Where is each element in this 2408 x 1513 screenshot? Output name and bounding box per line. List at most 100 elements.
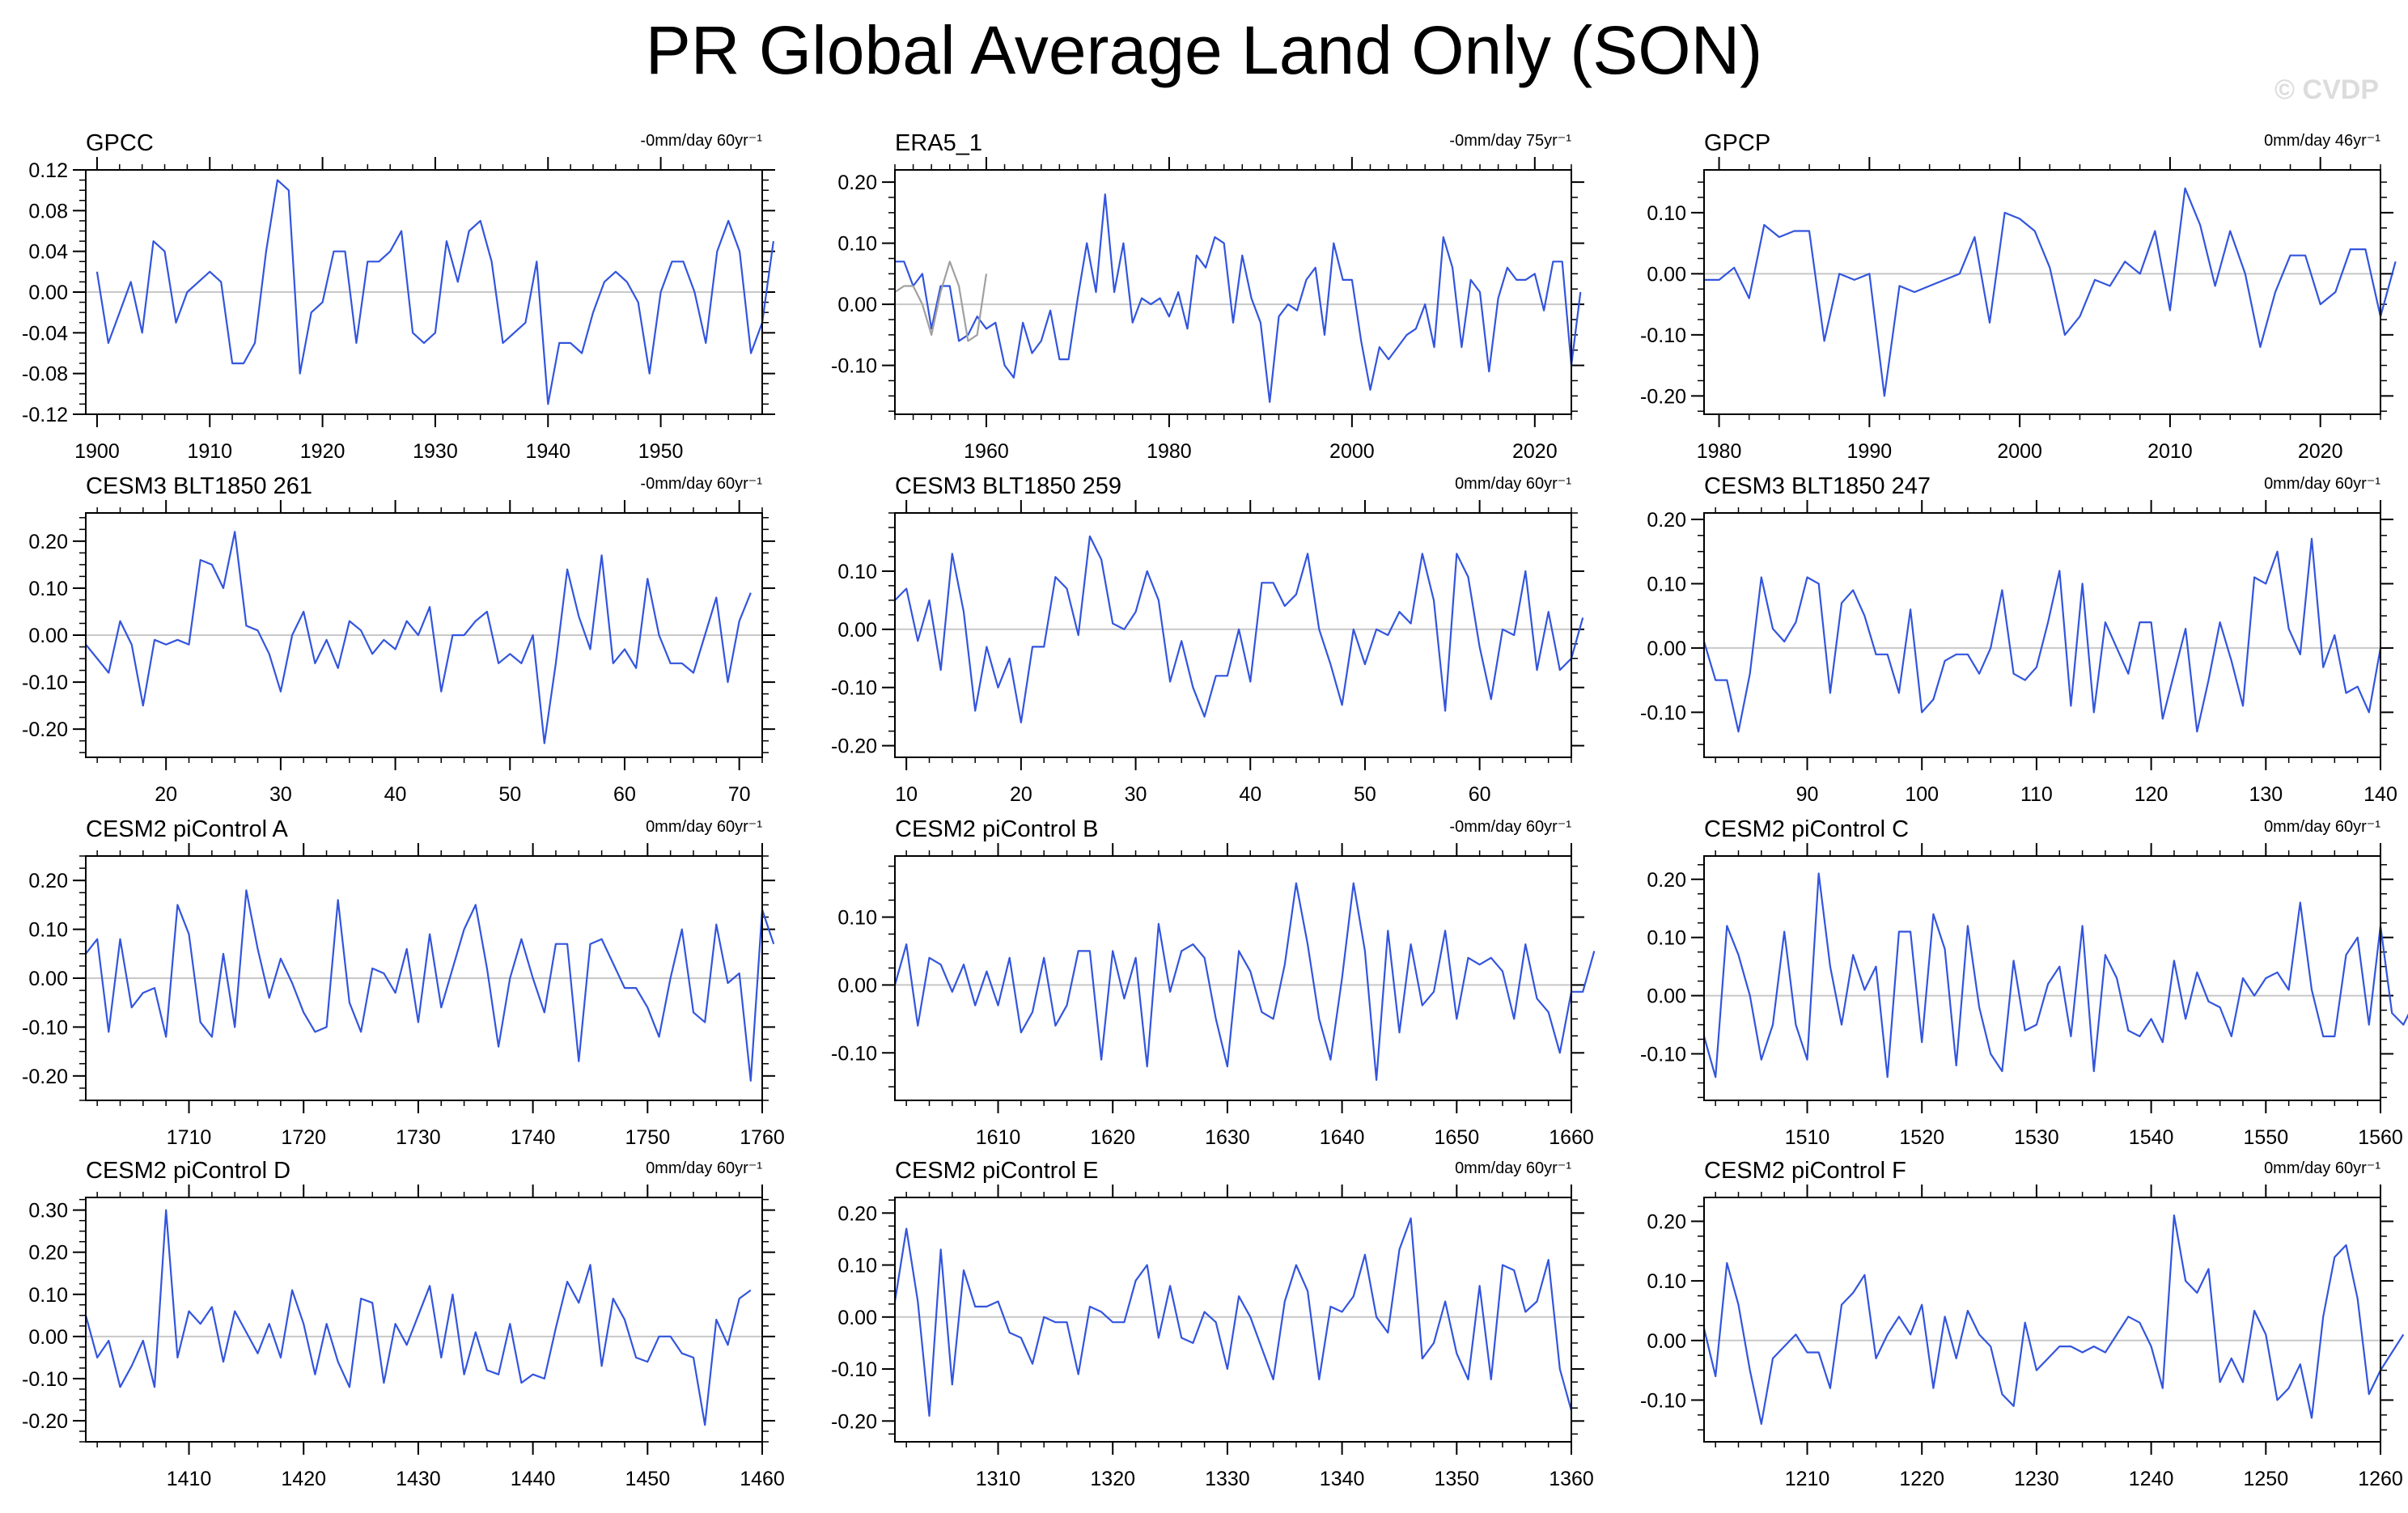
x-tick-label: 1320 <box>1090 1468 1135 1490</box>
x-tick-label: 2000 <box>1997 440 2042 463</box>
y-tick-label: 0.04 <box>28 241 68 264</box>
x-tick-label: 130 <box>2249 783 2283 806</box>
y-tick-label: 0.20 <box>837 1202 877 1225</box>
panel-8: -0.10 0.00 0.10 0.20 1510 1520 1530 1540 1550 156… <box>1640 816 2408 1149</box>
y-tick-label: 0.10 <box>837 907 877 930</box>
x-tick-label: 1740 <box>511 1126 556 1149</box>
y-tick-label: 0.20 <box>837 172 877 194</box>
y-tick-label: 0.00 <box>28 968 68 990</box>
trend-label: 0mm/day 60yr⁻¹ <box>646 1159 762 1177</box>
x-tick-label: 1310 <box>976 1468 1021 1490</box>
x-tick-label: 1640 <box>1320 1126 1365 1149</box>
x-tick-label: 90 <box>1796 783 1819 806</box>
figure-title: PR Global Average Land Only (SON) <box>645 12 1763 88</box>
y-tick-label: -0.10 <box>1640 701 1686 724</box>
plot-frame <box>894 855 1572 1101</box>
y-tick-label: 0.00 <box>28 1326 68 1349</box>
series-line-0 <box>84 1209 752 1426</box>
x-tick-label: 2010 <box>2147 440 2193 463</box>
x-tick-label: 2000 <box>1329 440 1375 463</box>
trend-label: 0mm/day 60yr⁻¹ <box>2264 818 2380 836</box>
y-tick-label: 0.00 <box>1647 638 1686 660</box>
plot-frame <box>894 169 1572 415</box>
x-tick-label: 50 <box>498 783 521 806</box>
x-tick-label: 100 <box>1905 783 1939 806</box>
series-line-0 <box>893 1217 1573 1418</box>
y-tick-label: 0.00 <box>837 619 877 642</box>
x-tick-label: 1210 <box>1785 1468 1830 1490</box>
y-tick-label: 0.20 <box>1647 1210 1686 1233</box>
y-tick-label: -0.20 <box>22 718 68 741</box>
x-tick-label: 1510 <box>1785 1126 1830 1149</box>
y-tick-label: 0.00 <box>28 625 68 647</box>
panel-6: -0.20 -0.10 0.00 0.10 0.20 1710 1720 1730 1740 17… <box>22 816 785 1149</box>
y-tick-label: -0.10 <box>1640 1043 1686 1066</box>
y-tick-label: 0.20 <box>28 531 68 553</box>
y-tick-label: 0.10 <box>28 1284 68 1307</box>
panel-3: -0.20 -0.10 0.00 0.10 0.20 20 30 40 50 60 70 CESM3 … <box>22 473 775 806</box>
x-tick-label: 10 <box>895 783 918 806</box>
y-tick-label: 0.00 <box>1647 1330 1686 1353</box>
x-tick-label: 1460 <box>740 1468 785 1490</box>
x-tick-label: 30 <box>269 783 292 806</box>
panel-title: CESM3 BLT1850 247 <box>1704 473 1931 499</box>
panel-7: -0.10 0.00 0.10 1610 1620 1630 1640 1650 1660 CES… <box>831 816 1596 1149</box>
plot-frame <box>894 512 1572 758</box>
y-tick-label: -0.12 <box>22 404 68 426</box>
y-tick-label: 0.00 <box>837 974 877 997</box>
y-tick-label: 0.00 <box>837 294 877 316</box>
y-tick-label: 0.20 <box>1647 869 1686 892</box>
y-tick-label: 0.20 <box>28 870 68 892</box>
y-tick-label: 0.10 <box>837 233 877 256</box>
trend-label: 0mm/day 46yr⁻¹ <box>2264 132 2380 150</box>
y-tick-label: -0.08 <box>22 363 68 386</box>
trend-label: -0mm/day 60yr⁻¹ <box>1449 818 1571 836</box>
x-tick-label: 1430 <box>396 1468 441 1490</box>
series-line-0 <box>95 179 774 405</box>
plot-frame <box>85 169 763 415</box>
plot-frame <box>894 1197 1572 1443</box>
y-tick-label: -0.10 <box>22 1016 68 1039</box>
x-tick-label: 2020 <box>1512 440 1558 463</box>
y-tick-label: 0.20 <box>28 1242 68 1265</box>
panel-9: -0.20 -0.10 0.00 0.10 0.20 0.30 1410 1420 1430 14… <box>22 1158 785 1490</box>
x-tick-label: 40 <box>384 783 407 806</box>
y-tick-label: -0.10 <box>1640 1389 1686 1412</box>
y-tick-label: 0.10 <box>1647 202 1686 225</box>
trend-label: 0mm/day 60yr⁻¹ <box>646 818 762 836</box>
panel-title: CESM2 piControl B <box>895 816 1098 842</box>
y-tick-label: 0.10 <box>1647 1270 1686 1293</box>
x-tick-label: 1980 <box>1697 440 1742 463</box>
panel-4: -0.20 -0.10 0.00 0.10 10 20 30 40 50 60 CESM3 BLT1… <box>831 473 1584 806</box>
x-tick-label: 1420 <box>281 1468 326 1490</box>
x-tick-label: 1250 <box>2243 1468 2288 1490</box>
x-tick-label: 60 <box>613 783 636 806</box>
plot-frame <box>85 1197 763 1443</box>
panel-title: CESM3 BLT1850 261 <box>86 473 312 499</box>
y-tick-label: -0.20 <box>22 1066 68 1088</box>
x-tick-label: 1660 <box>1549 1126 1594 1149</box>
plot-frame <box>1703 169 2381 415</box>
y-tick-label: 0.10 <box>28 919 68 942</box>
x-tick-label: 1720 <box>281 1126 326 1149</box>
x-tick-label: 1230 <box>2014 1468 2059 1490</box>
y-tick-label: 0.12 <box>28 159 68 182</box>
x-tick-label: 1440 <box>511 1468 556 1490</box>
x-tick-label: 1980 <box>1147 440 1192 463</box>
x-tick-label: 1540 <box>2129 1126 2174 1149</box>
x-tick-label: 1610 <box>976 1126 1021 1149</box>
panel-title: GPCP <box>1704 130 1770 156</box>
panel-1: -0.10 0.00 0.10 0.20 1960 1980 2000 2020 ERA5_1 -… <box>831 130 1584 463</box>
series-line-0 <box>893 882 1596 1081</box>
y-tick-label: 0.10 <box>28 578 68 600</box>
y-tick-label: 0.10 <box>837 1255 877 1278</box>
x-tick-label: 1730 <box>396 1126 441 1149</box>
x-tick-label: 1940 <box>525 440 570 463</box>
y-tick-label: -0.10 <box>831 677 877 700</box>
x-tick-label: 1520 <box>1899 1126 1944 1149</box>
x-tick-label: 1760 <box>740 1126 785 1149</box>
series-line-0 <box>1702 1214 2405 1426</box>
trend-label: 0mm/day 60yr⁻¹ <box>2264 475 2380 493</box>
x-tick-label: 1620 <box>1090 1126 1135 1149</box>
y-tick-label: 0.10 <box>837 561 877 583</box>
